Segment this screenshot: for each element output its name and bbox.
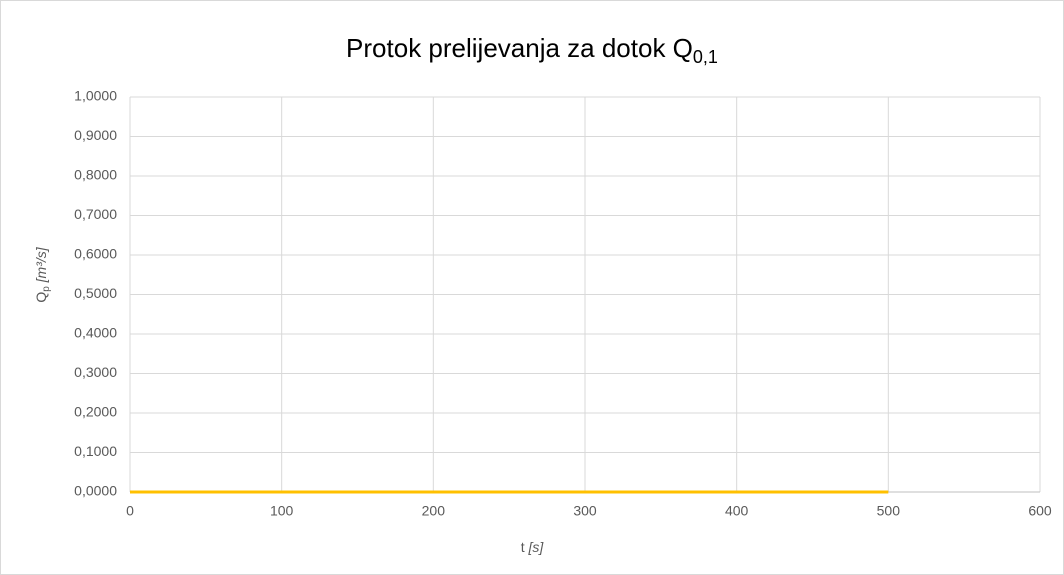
y-tick-label: 0,4000 (74, 325, 117, 341)
y-tick-label: 0,1000 (74, 443, 117, 459)
x-tick-label: 100 (270, 503, 294, 519)
chart-title: Protok prelijevanja za dotok Q0,1 (346, 33, 718, 67)
title-text: Protok prelijevanja za dotok Q (346, 33, 693, 63)
x-tick-label: 600 (1028, 503, 1052, 519)
y-tick-label: 0,2000 (74, 404, 117, 420)
y-tick-label: 0,0000 (74, 483, 117, 499)
y-label-text: Q (33, 292, 49, 303)
y-tick-label: 0,6000 (74, 246, 117, 262)
x-tick-label: 300 (573, 503, 597, 519)
x-tick-label: 0 (126, 503, 134, 519)
y-tick-label: 0,7000 (74, 206, 117, 222)
y-label-unit: [m³/s] (33, 246, 49, 286)
y-tick-label: 0,3000 (74, 364, 117, 380)
y-tick-label: 0,5000 (74, 285, 117, 301)
y-label-subscript: p (41, 286, 52, 292)
x-tick-label: 200 (422, 503, 446, 519)
x-label-unit: [s] (528, 539, 545, 555)
y-tick-label: 0,8000 (74, 167, 117, 183)
y-axis-label: Qp [m³/s] (33, 246, 52, 302)
x-label-text: t (521, 539, 529, 555)
x-tick-label: 400 (725, 503, 749, 519)
y-tick-label: 0,9000 (74, 127, 117, 143)
title-subscript: 0,1 (693, 47, 718, 67)
x-axis-label: t [s] (521, 539, 545, 555)
x-tick-label: 500 (877, 503, 901, 519)
y-tick-label: 1,0000 (74, 88, 117, 104)
